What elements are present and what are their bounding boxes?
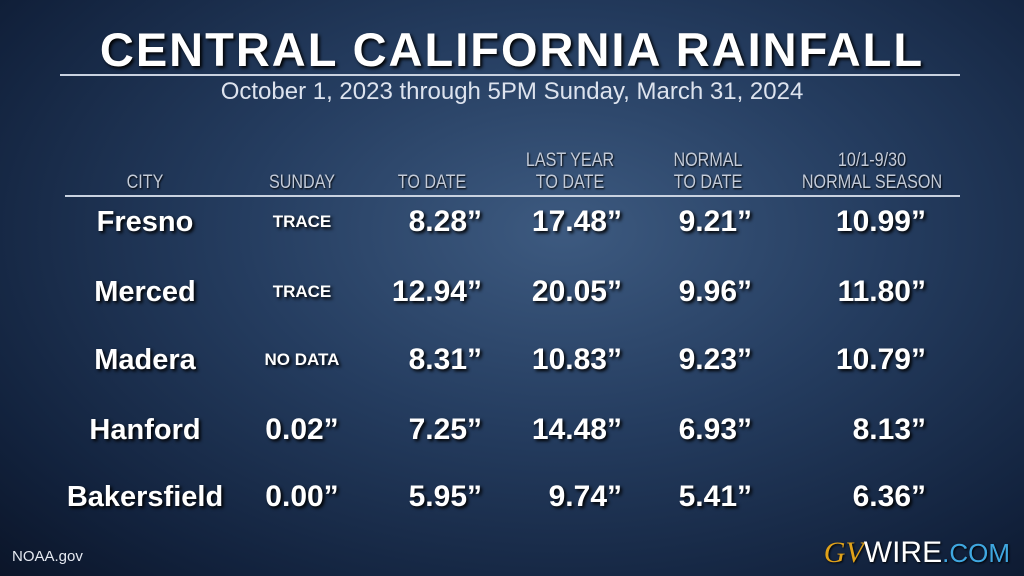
- column-header: CITY: [126, 172, 164, 193]
- column-header: TO DATE: [673, 172, 743, 193]
- column-header: 10/1-9/30: [837, 150, 907, 171]
- title: CENTRAL CALIFORNIA RAINFALL: [99, 23, 925, 76]
- table-cell: 5.41”: [678, 480, 752, 513]
- logo-part: GV: [823, 536, 864, 569]
- table-cell: 0.02”: [265, 413, 339, 446]
- table-cell: 8.31”: [408, 343, 482, 376]
- table-cell: 17.48”: [531, 205, 622, 238]
- column-header: TO DATE: [397, 172, 467, 193]
- source: NOAA.gov: [12, 548, 83, 565]
- column-header: LAST YEAR: [525, 150, 615, 171]
- table-cell: 7.25”: [408, 413, 482, 446]
- table-cell: 9.96”: [678, 275, 752, 308]
- table-cell: 9.21”: [678, 205, 752, 238]
- table-cell: 0.00”: [265, 480, 339, 513]
- logo-part: .COM: [942, 538, 1010, 568]
- table-cell: 10.79”: [835, 343, 926, 376]
- divider: [60, 74, 960, 76]
- column-header: SUNDAY: [268, 172, 336, 193]
- table-cell: 10.83”: [531, 343, 622, 376]
- table-cell: 8.13”: [852, 413, 926, 446]
- city-name: Bakersfield: [66, 481, 224, 513]
- table-cell: 8.28”: [408, 205, 482, 238]
- table-cell: 12.94”: [391, 275, 482, 308]
- city-name: Hanford: [89, 414, 201, 446]
- table-cell: TRACE: [272, 282, 332, 301]
- logo-part: WIRE: [863, 536, 943, 569]
- column-header: NORMAL: [673, 150, 743, 171]
- subtitle: October 1, 2023 through 5PM Sunday, Marc…: [220, 78, 804, 105]
- table-cell: NO DATA: [264, 350, 340, 369]
- table-cell: 9.23”: [678, 343, 752, 376]
- table-cell: 6.36”: [852, 480, 926, 513]
- table-cell: 20.05”: [531, 275, 622, 308]
- table-cell: 11.80”: [837, 275, 926, 308]
- logo: GVWIRE.COM: [824, 536, 1010, 570]
- table-cell: 5.95”: [408, 480, 482, 513]
- city-name: Merced: [94, 276, 196, 308]
- table-cell: 6.93”: [678, 413, 752, 446]
- table-cell: 10.99”: [835, 205, 926, 238]
- column-header: NORMAL SEASON: [801, 172, 943, 193]
- column-header: TO DATE: [535, 172, 605, 193]
- city-name: Fresno: [96, 206, 194, 238]
- table-cell: TRACE: [272, 212, 332, 231]
- city-name: Madera: [94, 344, 196, 376]
- table-cell: 9.74”: [548, 480, 622, 513]
- table-cell: 14.48”: [531, 413, 622, 446]
- divider: [65, 195, 960, 197]
